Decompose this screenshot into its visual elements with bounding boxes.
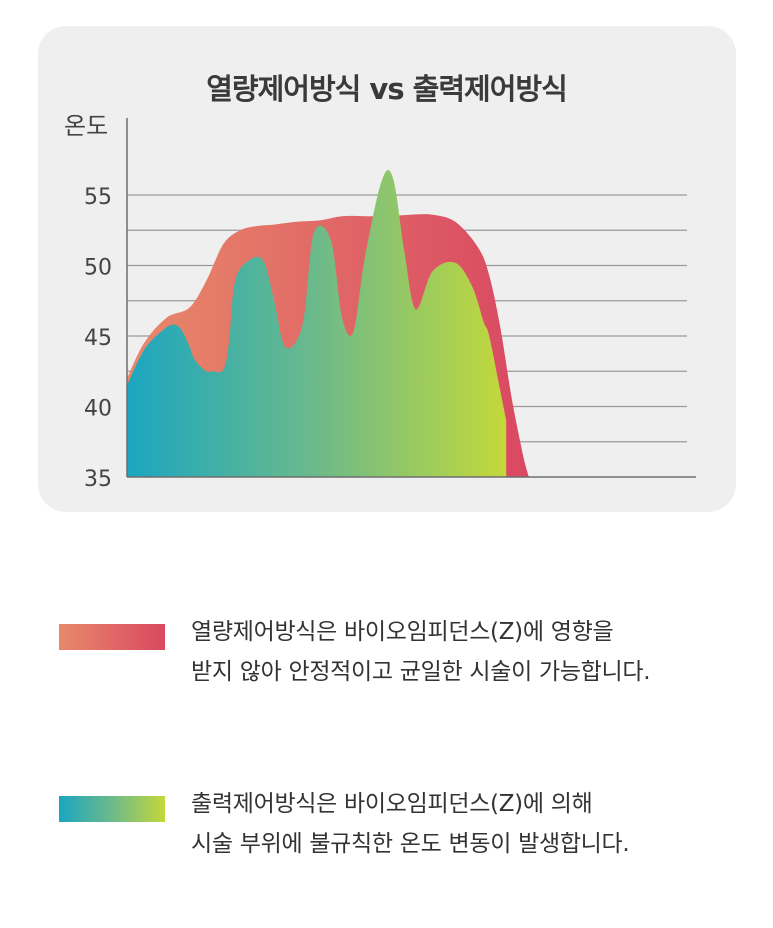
legend-heat-line1: 열량제어방식은 바이오임피던스(Z)에 영향을 [191,619,614,645]
legend-power-line1: 출력제어방식은 바이오임피던스(Z)에 의해 [191,791,593,817]
legend-swatch-heat [59,624,165,650]
chart-title: 열량제어방식 vs 출력제어방식 [206,72,568,106]
y-axis-label: 온도 [64,112,108,140]
legend-heat-line2: 받지 않아 안정적이고 균일한 시술이 가능합니다. [191,659,651,685]
series-area-power [127,169,507,477]
y-tick-label: 55 [84,185,112,210]
y-tick-label: 40 [84,397,112,422]
y-tick-label: 50 [84,256,112,281]
legend-text-power: 출력제어방식은 바이오임피던스(Z)에 의해 시술 부위에 불규칙한 온도 변동… [191,784,751,864]
y-tick-label: 45 [84,326,112,351]
legend-text-heat: 열량제어방식은 바이오임피던스(Z)에 영향을 받지 않아 안정적이고 균일한 … [191,612,751,692]
legend-power-line2: 시술 부위에 불규칙한 온도 변동이 발생합니다. [191,831,630,857]
y-tick-label: 35 [84,467,112,492]
legend-swatch-power [59,796,165,822]
